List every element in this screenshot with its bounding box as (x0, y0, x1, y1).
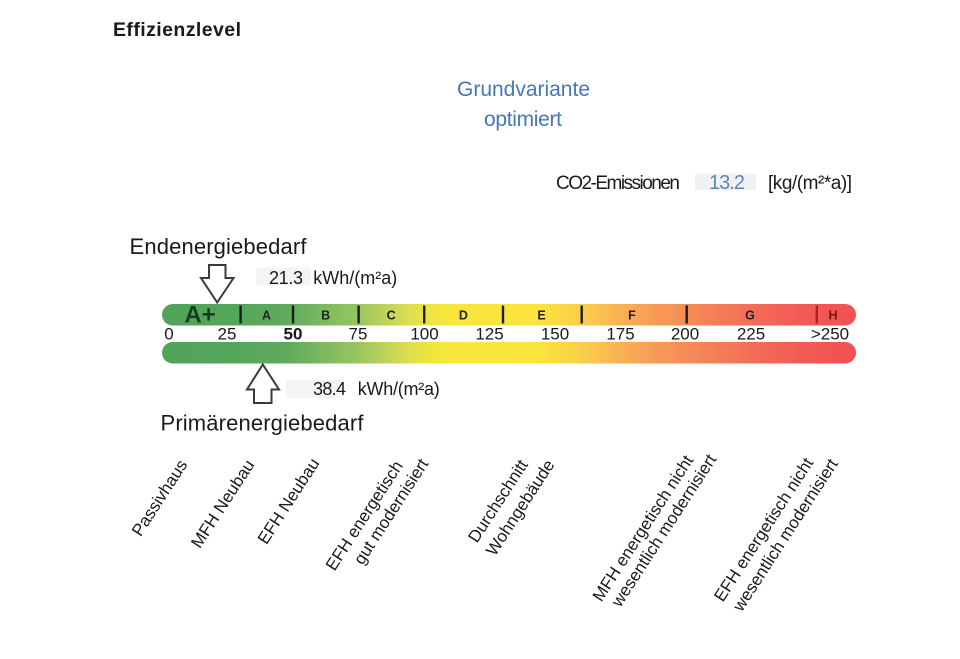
svg-text:>250: >250 (811, 325, 849, 344)
svg-text:A: A (262, 309, 271, 323)
svg-text:175: 175 (606, 325, 634, 344)
svg-text:kWh/(m²a): kWh/(m²a) (358, 379, 440, 399)
svg-text:MFH Neubau: MFH Neubau (187, 456, 258, 551)
svg-text:EFH Neubau: EFH Neubau (254, 455, 323, 548)
svg-text:G: G (745, 309, 755, 323)
svg-text:Passivhaus: Passivhaus (128, 456, 191, 539)
svg-text:Primärenergiebedarf: Primärenergiebedarf (161, 411, 365, 436)
svg-text:A+: A+ (184, 302, 215, 329)
svg-text:75: 75 (349, 325, 368, 344)
svg-text:0: 0 (164, 325, 173, 344)
svg-text:200: 200 (671, 325, 699, 344)
svg-text:CO2-Emissionen: CO2-Emissionen (556, 173, 680, 194)
svg-text:Grundvariante: Grundvariante (457, 78, 590, 101)
svg-text:21.3: 21.3 (269, 268, 303, 288)
svg-text:50: 50 (284, 325, 303, 344)
svg-text:150: 150 (541, 325, 569, 344)
svg-text:wesentlich modernisiert: wesentlich modernisiert (607, 451, 720, 611)
svg-text:100: 100 (410, 325, 438, 344)
svg-text:Endenergiebedarf: Endenergiebedarf (130, 234, 308, 259)
svg-text:MFH energetisch nicht: MFH energetisch nicht (589, 452, 698, 605)
svg-text:E: E (537, 309, 545, 323)
svg-text:225: 225 (737, 325, 765, 344)
svg-text:13.2: 13.2 (709, 172, 745, 194)
svg-text:38.4: 38.4 (313, 379, 346, 399)
svg-text:C: C (387, 309, 396, 323)
svg-text:H: H (828, 309, 837, 323)
svg-text:25: 25 (218, 325, 237, 344)
svg-text:kWh/(m²a): kWh/(m²a) (313, 268, 397, 288)
svg-text:Effizienzlevel: Effizienzlevel (113, 19, 241, 41)
svg-text:F: F (628, 309, 636, 323)
svg-text:optimiert: optimiert (484, 108, 562, 131)
svg-text:125: 125 (475, 325, 503, 344)
svg-text:[kg/(m²*a)]: [kg/(m²*a)] (768, 173, 852, 194)
svg-text:D: D (459, 309, 468, 323)
svg-text:B: B (321, 309, 330, 323)
